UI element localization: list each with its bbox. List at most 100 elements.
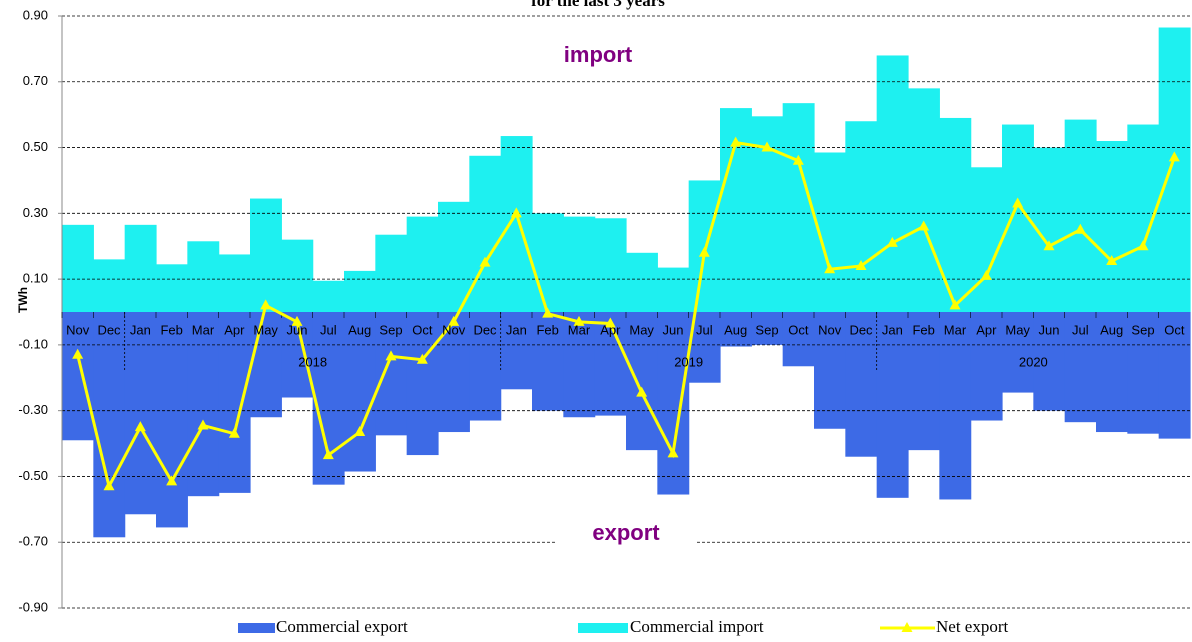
point: [604, 317, 616, 328]
bar: [782, 312, 815, 367]
point: [949, 299, 961, 310]
bar: [187, 312, 220, 497]
x-tick-label: Jul: [320, 322, 337, 337]
bar: [1127, 124, 1160, 313]
x-tick-label: May: [1005, 322, 1030, 337]
bar: [1158, 27, 1191, 313]
line: [76, 140, 1176, 491]
bar: [594, 218, 627, 312]
bar: [250, 198, 282, 312]
x-tick-label: Dec: [849, 322, 873, 337]
x-tick-label: Jan: [130, 322, 151, 337]
x-tick-label: Aug: [724, 322, 747, 337]
bar: [939, 117, 972, 312]
bar: [626, 252, 658, 312]
bar: [1158, 312, 1191, 439]
bar: [688, 180, 721, 312]
x-tick-label: Mar: [568, 322, 591, 337]
x-tick-label: Aug: [1100, 322, 1123, 337]
x-tick-label: Oct: [788, 322, 809, 337]
bar: [908, 88, 940, 312]
x-tick-label: Jul: [1072, 322, 1089, 337]
bar: [657, 267, 690, 312]
point: [322, 449, 334, 460]
bar: [1096, 312, 1128, 433]
legend-label: Commercial import: [630, 617, 764, 636]
x-tick-label: Oct: [412, 322, 433, 337]
legend-swatch: [578, 623, 628, 633]
x-tick-label: Dec: [473, 322, 497, 337]
bar: [1033, 312, 1066, 411]
x-tick-label: Nov: [442, 322, 466, 337]
point: [1043, 240, 1055, 251]
bars: [62, 27, 1191, 538]
point: [573, 315, 585, 326]
point: [886, 236, 898, 247]
y-tick-label: 0.10: [23, 271, 48, 286]
bar: [62, 312, 94, 441]
bar: [62, 224, 94, 312]
bar: [657, 312, 690, 495]
point: [1168, 151, 1180, 162]
legend-label: Commercial export: [276, 617, 408, 636]
y-tick-label: -0.10: [18, 336, 48, 351]
bar: [375, 234, 408, 312]
bar: [908, 312, 940, 451]
x-tick-label: Jul: [696, 322, 713, 337]
y-tick-label: -0.70: [18, 534, 48, 549]
point: [291, 315, 303, 326]
x-tick-label: Sep: [379, 322, 402, 337]
y-tick-label: 0.90: [23, 7, 48, 22]
bar: [156, 312, 188, 528]
x-tick-label: Jan: [882, 322, 903, 337]
x-tick-label: Apr: [224, 322, 245, 337]
x-tick-label: Jun: [1039, 322, 1060, 337]
year-label: 2020: [1019, 354, 1048, 369]
bar: [845, 312, 878, 457]
bar: [312, 280, 345, 312]
bar: [156, 264, 188, 312]
point: [197, 419, 209, 430]
y-tick-label: 0.70: [23, 73, 48, 88]
point: [1012, 197, 1024, 208]
point: [792, 154, 804, 165]
point: [980, 269, 992, 280]
x-tick-label: Feb: [160, 322, 182, 337]
point: [918, 220, 930, 231]
bar: [1064, 312, 1097, 423]
bar: [93, 259, 126, 312]
x-tick-label: Mar: [192, 322, 215, 337]
legend-swatch: [238, 623, 275, 633]
x-tick-label: Aug: [348, 322, 371, 337]
x-tick-label: Apr: [600, 322, 621, 337]
bar: [187, 241, 220, 312]
bar: [469, 312, 502, 421]
bar: [751, 312, 784, 345]
point: [636, 386, 648, 397]
point: [667, 447, 679, 458]
bar: [532, 312, 564, 411]
x-tick-label: Feb: [536, 322, 558, 337]
point: [1106, 255, 1118, 266]
x-tick-label: Nov: [818, 322, 842, 337]
bar: [469, 155, 502, 312]
point: [72, 348, 84, 359]
y-tick-label: 0.50: [23, 139, 48, 154]
bar: [406, 216, 439, 312]
point: [166, 475, 178, 486]
point: [134, 421, 146, 432]
bar: [344, 270, 376, 312]
x-tick-label: Sep: [755, 322, 778, 337]
bar: [563, 216, 596, 312]
point: [698, 246, 710, 257]
legend-label: Net export: [936, 617, 1009, 636]
point: [448, 315, 460, 326]
y-tick-label: 0.30: [23, 205, 48, 220]
x-tick-label: May: [253, 322, 278, 337]
point: [479, 256, 491, 267]
x-tick-label: Sep: [1131, 322, 1154, 337]
point: [1074, 223, 1086, 234]
bar: [782, 103, 815, 313]
bar: [876, 312, 909, 498]
